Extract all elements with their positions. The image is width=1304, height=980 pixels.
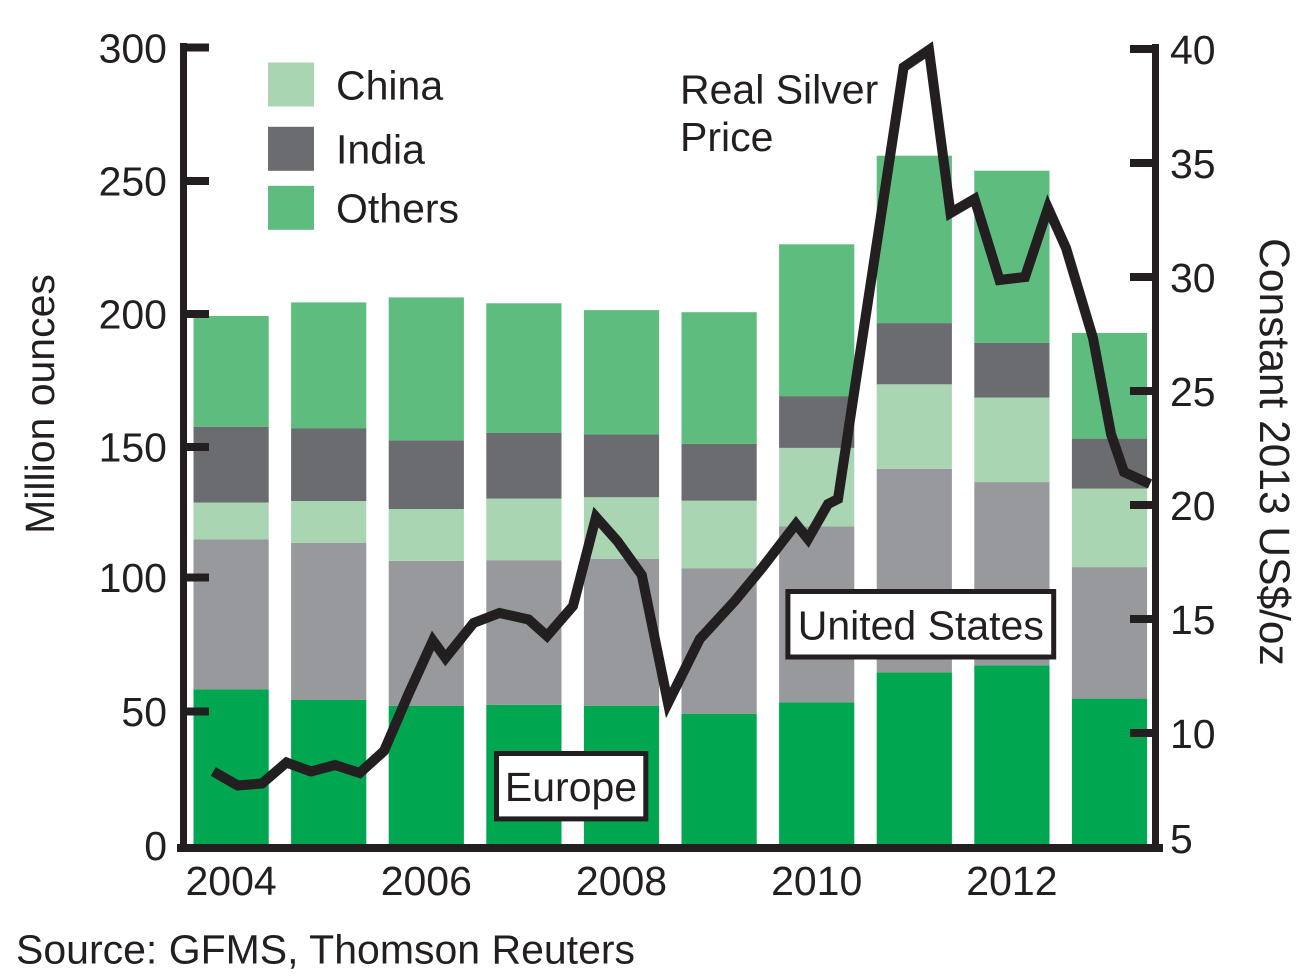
svg-text:China: China: [336, 63, 443, 109]
svg-text:30: 30: [1170, 255, 1216, 301]
svg-text:250: 250: [99, 159, 167, 205]
svg-text:100: 100: [99, 555, 167, 601]
svg-text:United States: United States: [798, 602, 1044, 648]
svg-text:25: 25: [1170, 369, 1216, 415]
svg-text:35: 35: [1170, 141, 1216, 187]
svg-text:India: India: [336, 126, 425, 172]
svg-text:5: 5: [1170, 816, 1193, 862]
svg-text:2008: 2008: [576, 858, 667, 904]
svg-text:2010: 2010: [771, 858, 862, 904]
svg-text:Million ounces: Million ounces: [17, 274, 63, 534]
svg-text:10: 10: [1170, 711, 1216, 757]
svg-text:150: 150: [99, 425, 167, 471]
svg-text:200: 200: [99, 292, 167, 338]
svg-text:Source: GFMS, Thomson Reuters: Source: GFMS, Thomson Reuters: [16, 927, 635, 973]
svg-text:Real Silver: Real Silver: [680, 66, 878, 112]
svg-text:Europe: Europe: [505, 764, 637, 810]
svg-text:40: 40: [1170, 27, 1216, 73]
svg-text:15: 15: [1170, 597, 1216, 643]
svg-text:20: 20: [1170, 483, 1216, 529]
svg-text:50: 50: [121, 689, 167, 735]
svg-text:Constant 2013 US$/oz: Constant 2013 US$/oz: [1250, 238, 1297, 666]
svg-text:Price: Price: [680, 114, 773, 160]
svg-text:0: 0: [144, 823, 167, 869]
svg-text:300: 300: [99, 26, 167, 72]
svg-text:Others: Others: [336, 186, 459, 232]
svg-text:2012: 2012: [966, 858, 1057, 904]
svg-text:2004: 2004: [185, 858, 276, 904]
svg-text:2006: 2006: [381, 858, 472, 904]
